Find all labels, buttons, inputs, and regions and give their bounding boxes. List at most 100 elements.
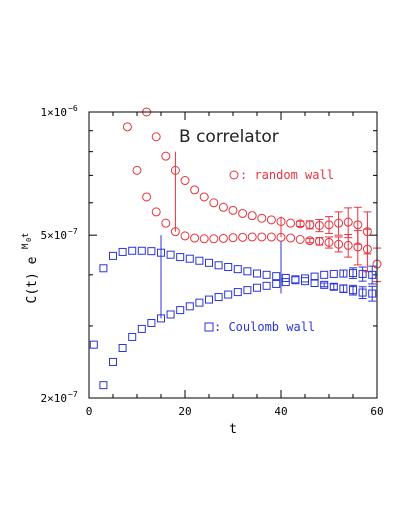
data-point xyxy=(295,234,305,244)
data-point xyxy=(343,217,353,227)
data-point xyxy=(257,213,267,223)
data-point xyxy=(176,306,185,315)
data-point xyxy=(228,205,238,215)
data-point xyxy=(324,237,334,247)
y-axis-label-superscript-sub: 0 xyxy=(25,238,33,242)
data-point xyxy=(151,132,161,142)
data-point xyxy=(118,343,127,352)
data-point xyxy=(137,324,146,333)
x-tick-label: 0 xyxy=(86,405,93,418)
y-axis-label: C(t) e M0 t xyxy=(21,233,40,304)
data-point xyxy=(314,236,324,246)
data-point xyxy=(185,302,194,311)
data-point xyxy=(214,261,223,270)
data-point xyxy=(353,220,363,230)
y-tick-label: 2×10 xyxy=(41,392,68,405)
data-point xyxy=(161,151,171,161)
data-point xyxy=(243,267,252,276)
data-point xyxy=(310,272,319,281)
data-point xyxy=(147,247,156,256)
data-point xyxy=(122,122,132,132)
data-point xyxy=(224,290,233,299)
data-point xyxy=(339,269,348,278)
data-point xyxy=(353,242,363,252)
data-point xyxy=(301,277,309,286)
data-point xyxy=(247,232,257,242)
x-tick-label: 60 xyxy=(370,405,383,418)
data-point xyxy=(281,273,290,282)
data-point xyxy=(199,192,209,202)
data-point xyxy=(180,231,190,241)
data-point xyxy=(233,265,242,274)
legend-label-random-wall: : random wall xyxy=(240,168,334,182)
y-tick-exponent: −6 xyxy=(68,104,78,113)
plot-frame xyxy=(88,111,378,399)
data-point xyxy=(324,220,334,230)
data-point xyxy=(334,239,344,249)
x-tick-label: 20 xyxy=(178,405,191,418)
data-point xyxy=(276,232,286,242)
data-point xyxy=(362,244,372,254)
data-point xyxy=(89,340,98,349)
data-point xyxy=(262,270,271,279)
data-point xyxy=(238,232,248,242)
legend-label-coulomb-wall: : Coulomb wall xyxy=(214,320,315,334)
y-axis-label-superscript-tail: t xyxy=(21,233,31,238)
y-tick-exponent: −7 xyxy=(68,227,78,236)
data-point xyxy=(276,216,286,226)
data-point xyxy=(218,233,228,243)
data-point xyxy=(238,208,248,218)
legend-item-random-wall: : random wall xyxy=(229,168,334,182)
data-point xyxy=(233,288,242,297)
data-point xyxy=(243,286,252,295)
data-point xyxy=(142,192,152,202)
data-point xyxy=(291,276,300,285)
data-point xyxy=(147,319,156,328)
data-point xyxy=(272,279,281,288)
data-point xyxy=(368,289,377,298)
chart-title: B correlator xyxy=(179,127,279,147)
data-point xyxy=(329,282,338,291)
y-tick-exponent: −7 xyxy=(68,390,78,399)
data-point xyxy=(132,165,142,175)
data-point xyxy=(358,269,367,278)
data-point xyxy=(281,278,290,287)
data-point xyxy=(195,256,204,265)
data-point xyxy=(262,281,271,290)
data-point xyxy=(314,220,324,230)
data-point xyxy=(301,274,309,283)
y-axis-label-main: C(t) e xyxy=(25,256,40,303)
data-point xyxy=(99,264,108,273)
data-point xyxy=(118,247,127,256)
data-point xyxy=(166,310,175,319)
data-point xyxy=(320,270,329,279)
y-tick-label: 5×10 xyxy=(41,229,68,242)
data-point xyxy=(286,233,296,243)
data-point xyxy=(253,269,261,278)
data-point xyxy=(185,254,194,263)
data-point xyxy=(320,280,329,289)
data-point xyxy=(109,251,117,260)
data-point xyxy=(343,240,353,250)
data-point xyxy=(209,198,219,208)
data-point xyxy=(209,234,219,244)
data-point xyxy=(228,233,238,243)
data-point xyxy=(109,357,117,366)
data-point xyxy=(266,232,276,242)
data-point xyxy=(272,272,281,281)
data-point xyxy=(368,270,377,279)
data-point xyxy=(205,258,213,267)
data-point xyxy=(157,314,165,323)
data-point xyxy=(161,218,171,228)
data-point xyxy=(253,283,261,292)
data-point xyxy=(218,202,228,212)
legend-marker-square xyxy=(204,322,214,332)
data-point xyxy=(190,185,200,195)
y-axis-label-superscript: M xyxy=(21,243,31,249)
data-point xyxy=(305,236,315,246)
data-point xyxy=(247,211,257,221)
data-point xyxy=(166,250,175,259)
data-point xyxy=(199,234,209,244)
data-point xyxy=(310,279,319,288)
